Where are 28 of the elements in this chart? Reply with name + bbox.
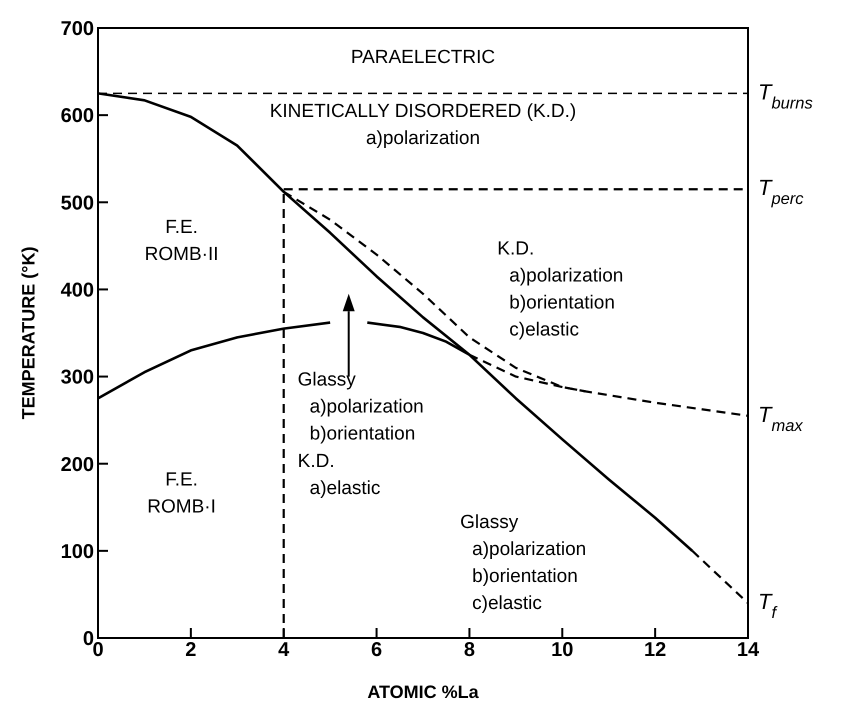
y-tick-label: 100: [60, 540, 94, 563]
x-axis-title: ATOMIC %La: [367, 682, 480, 702]
series-label: T$_{f}$: [758, 589, 778, 622]
x-tick-label: 4: [278, 639, 290, 662]
y-axis-title: TEMPERATURE (°K): [18, 246, 38, 420]
annotation: KINETICALLY DISORDERED (K.D.) a)polarization: [270, 100, 576, 149]
y-tick-label: 400: [60, 280, 94, 302]
y-tick-label: 300: [60, 366, 94, 389]
x-tick-label: 10: [551, 639, 574, 662]
x-tick-label: 14: [736, 639, 760, 662]
series-label: T$_{max}$: [758, 402, 804, 435]
y-tick-label: 500: [60, 192, 94, 214]
annotation: Glassy a)polarization b)orientation: [298, 369, 424, 444]
y-tick-label: 700: [60, 18, 94, 40]
series-label: T$_{perc}$: [758, 175, 804, 208]
ref-line-label: T$_{burns}$: [758, 79, 813, 112]
x-tick-label: 2: [185, 639, 196, 662]
annotation: K.D. a)elastic: [298, 451, 380, 500]
annotation: F.E. ROMB·II: [144, 216, 219, 265]
annotation: PARAELECTRIC: [350, 46, 496, 68]
annotation: F.E. ROMB·I: [147, 470, 216, 518]
x-tick-label: 8: [464, 639, 475, 662]
y-tick-label: 600: [60, 105, 94, 128]
x-tick-label: 6: [371, 639, 382, 662]
x-tick-label: 12: [644, 639, 666, 662]
annotation: Glassy a)polarization b)orientation c)elastic: [460, 512, 586, 614]
annotation: K.D. a)polarization b)orientation c)elastic: [497, 238, 624, 341]
y-tick-label: 200: [60, 454, 94, 476]
